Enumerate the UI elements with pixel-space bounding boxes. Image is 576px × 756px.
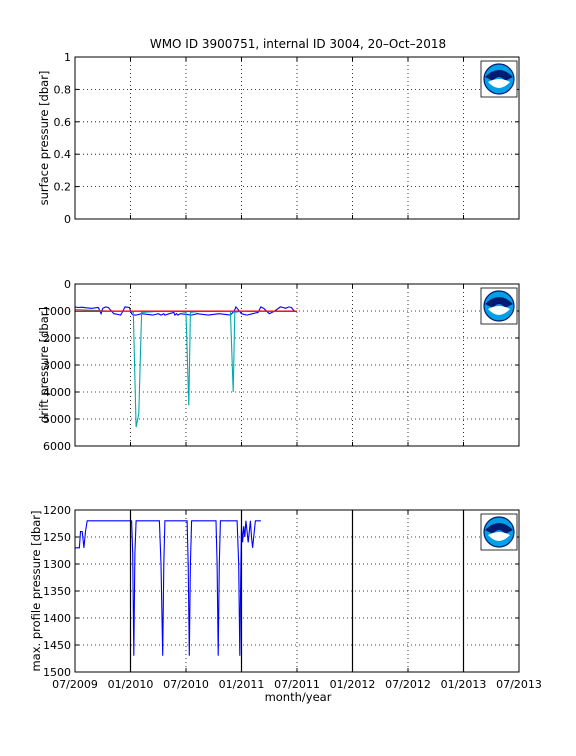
y-tick-label: 2000 bbox=[43, 332, 71, 345]
y-tick-label: 1200 bbox=[43, 504, 71, 517]
y-tick-label: 1350 bbox=[43, 585, 71, 598]
x-tick-label: 07/2013 bbox=[496, 678, 542, 691]
series-line-blue bbox=[75, 520, 261, 656]
y-tick-label: 0 bbox=[64, 278, 71, 291]
x-tick-label: 01/2011 bbox=[219, 678, 265, 691]
panel-1: 1 0.8 0.6 0.4 0.2 0 surface pressure [dbar] bbox=[37, 51, 520, 226]
y-axis-label: surface pressure [dbar] bbox=[37, 71, 51, 206]
y-tick-label: 4000 bbox=[43, 386, 71, 399]
y-tick-label: 1 bbox=[64, 51, 71, 64]
noaa-logo-icon bbox=[480, 513, 518, 551]
x-tick-label: 01/2010 bbox=[108, 678, 154, 691]
y-tick-label: 0.8 bbox=[54, 83, 72, 96]
panel-2: 0 1000 2000 3000 4000 5000 6000 drift pressure … bbox=[37, 278, 520, 453]
x-tick-label: 07/2011 bbox=[274, 678, 320, 691]
plot-frame bbox=[74, 509, 520, 673]
chart-title: WMO ID 3900751, internal ID 3004, 20–Oct… bbox=[150, 37, 446, 51]
y-tick-label: 1450 bbox=[43, 639, 71, 652]
y-tick-label: 5000 bbox=[43, 413, 71, 426]
x-tick-label: 07/2012 bbox=[385, 678, 431, 691]
y-tick-label: 1300 bbox=[43, 558, 71, 571]
y-axis-label: max. profile pressure [dbar] bbox=[29, 510, 43, 671]
plot-frame bbox=[74, 56, 520, 220]
y-tick-label: 1250 bbox=[43, 531, 71, 544]
noaa-logo-icon bbox=[480, 287, 518, 325]
x-tick-label: 07/2009 bbox=[52, 678, 98, 691]
y-tick-label: 3000 bbox=[43, 359, 71, 372]
noaa-logo-icon bbox=[480, 60, 518, 98]
y-tick-label: 1400 bbox=[43, 612, 71, 625]
y-tick-label: 1500 bbox=[43, 666, 71, 679]
y-tick-label: 1000 bbox=[43, 305, 71, 318]
panels: 1 0.8 0.6 0.4 0.2 0 surface pressure [dbar] 0 10… bbox=[29, 51, 542, 691]
y-tick-label: 6000 bbox=[43, 440, 71, 453]
x-axis-label: month/year bbox=[265, 690, 332, 704]
x-tick-label: 07/2010 bbox=[163, 678, 209, 691]
x-tick-label: 01/2012 bbox=[330, 678, 376, 691]
plot-frame bbox=[74, 283, 520, 447]
x-tick-label: 01/2013 bbox=[441, 678, 487, 691]
y-tick-label: 0.6 bbox=[54, 116, 72, 129]
y-tick-label: 0 bbox=[64, 213, 71, 226]
y-axis-label: drift pressure [dbar] bbox=[37, 307, 51, 423]
y-tick-label: 0.2 bbox=[54, 181, 72, 194]
y-tick-label: 0.4 bbox=[54, 148, 72, 161]
series-line-blue bbox=[74, 305, 297, 316]
